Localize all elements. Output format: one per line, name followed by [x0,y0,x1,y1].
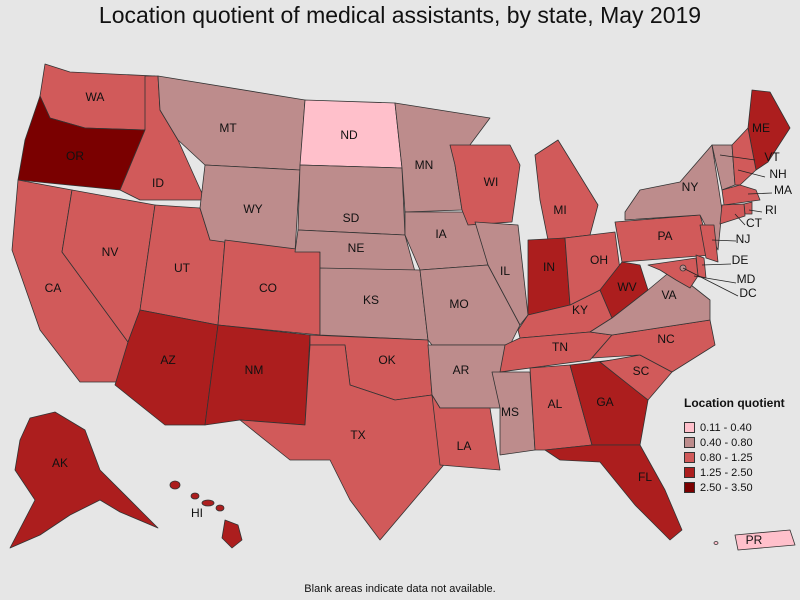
state-label-me: ME [752,121,770,135]
state-label-wi: WI [484,175,499,189]
state-nh[interactable] [731,127,757,186]
state-ct[interactable] [719,203,746,225]
state-label-or: OR [66,149,84,163]
state-label-ia: IA [435,227,446,241]
state-label-ms: MS [501,405,519,419]
state-mi[interactable] [534,139,599,241]
island-shapes [169,480,719,545]
state-hi-island [169,480,181,490]
state-label-co: CO [259,281,277,295]
state-md[interactable] [647,257,699,289]
state-label-mi: MI [553,203,566,217]
state-label-oh: OH [590,253,608,267]
state-label-ak: AK [52,456,68,470]
state-label-ma: MA [774,183,792,197]
state-label-la: LA [457,439,472,453]
state-nj[interactable] [699,224,719,263]
state-label-sc: SC [633,364,650,378]
state-label-ky: KY [572,303,588,317]
state-label-ut: UT [174,261,191,275]
state-fl[interactable] [544,444,683,541]
state-la[interactable] [431,394,501,471]
state-label-al: AL [548,397,563,411]
state-label-tn: TN [552,340,568,354]
state-label-ok: OK [378,353,395,367]
state-label-wv: WV [617,280,636,294]
state-il[interactable] [474,221,529,326]
state-label-ga: GA [596,395,613,409]
state-hi-island [215,504,225,512]
state-label-mt: MT [219,121,237,135]
state-pr[interactable] [734,529,796,551]
state-label-nc: NC [657,332,675,346]
state-label-ny: NY [682,180,699,194]
legend-swatch [684,452,695,463]
state-label-ks: KS [363,293,379,307]
legend-item: 1.25 - 2.50 [684,465,796,480]
legend-item: 0.11 - 0.40 [684,420,796,435]
state-hi-island [201,499,215,507]
legend-swatch [684,422,695,433]
legend-label: 0.11 - 0.40 [700,421,752,434]
state-label-ca: CA [45,281,62,295]
legend-swatch [684,482,695,493]
state-label-mo: MO [449,297,468,311]
map-title: Location quotient of medical assistants,… [98,2,702,28]
state-labels: WA OR CA ID NV UT AZ MT WY CO NM ND SD NE KS OK TX MN IA MO… [45,90,792,547]
state-label-il: IL [500,264,510,278]
state-label-nd: ND [340,128,358,142]
state-label-pa: PA [657,229,672,243]
state-label-tx: TX [350,428,365,442]
state-hi-island [190,492,200,500]
state-label-ne: NE [348,241,365,255]
legend-item: 2.50 - 3.50 [684,480,796,495]
state-label-ct: CT [746,216,763,230]
state-tx[interactable] [239,344,449,541]
state-label-nh: NH [769,167,786,181]
state-ak[interactable] [9,411,159,549]
legend-item: 0.40 - 0.80 [684,435,796,450]
state-label-nv: NV [102,245,119,259]
state-label-az: AZ [160,353,175,367]
legend-item: 0.80 - 1.25 [684,450,796,465]
state-pr-island [713,541,719,545]
legend-title: Location quotient [684,396,785,410]
legend-rows: 0.11 - 0.40 0.40 - 0.80 0.80 - 1.25 1.25 - … [684,420,796,495]
legend-label: 0.80 - 1.25 [700,451,753,464]
state-label-in: IN [543,260,555,274]
state-label-fl: FL [638,470,652,484]
state-label-pr: PR [746,533,763,547]
footnote: Blank areas indicate data not available. [304,583,496,595]
state-label-vt: VT [764,150,780,164]
state-label-id: ID [152,176,164,190]
state-label-de: DE [732,253,749,267]
states-layer [9,63,796,551]
legend-label: 1.25 - 2.50 [700,466,753,479]
state-label-va: VA [661,288,676,302]
state-label-sd: SD [343,211,360,225]
state-label-dc: DC [739,286,757,300]
legend-swatch [684,467,695,478]
state-label-wy: WY [243,202,262,216]
state-label-nj: NJ [736,232,751,246]
legend-label: 0.40 - 0.80 [700,436,753,449]
state-label-mn: MN [415,158,434,172]
legend-swatch [684,437,695,448]
state-label-nm: NM [245,363,264,377]
state-ms[interactable] [491,371,536,456]
state-label-ar: AR [453,363,470,377]
state-ma[interactable] [721,184,761,206]
state-in[interactable] [527,237,571,316]
state-hi[interactable] [221,519,243,549]
state-label-hi: HI [191,506,203,520]
state-ri[interactable] [743,201,753,215]
state-label-ri: RI [765,203,777,217]
state-label-md: MD [737,272,756,286]
label-leader-lines [682,154,773,297]
state-label-wa: WA [86,90,105,104]
legend: Location quotient 0.11 - 0.40 0.40 - 0.80… [684,396,796,495]
legend-label: 2.50 - 3.50 [700,481,753,494]
